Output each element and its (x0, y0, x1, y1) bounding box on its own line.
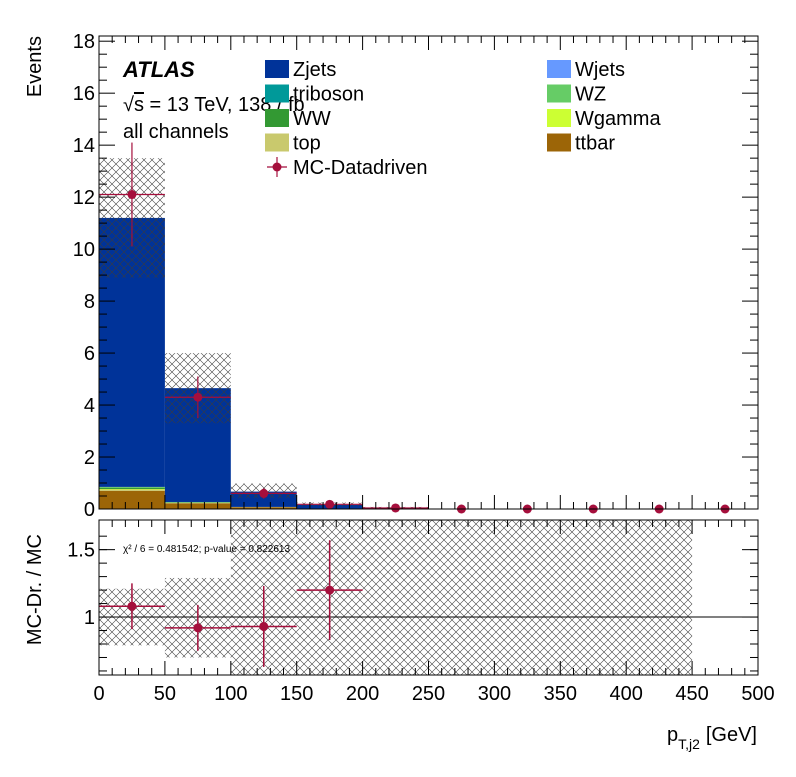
ratio-point-2 (259, 622, 268, 631)
xtick-label-0: 0 (93, 683, 104, 705)
data-point-2 (259, 489, 268, 498)
legend-label-top: top (293, 133, 321, 155)
energy-sqrt-text: s (134, 94, 144, 116)
ratio-band-bin-4 (363, 520, 429, 675)
main-ytick-label-0: 0 (84, 499, 95, 521)
bar-ttbar-bin-1 (165, 503, 231, 509)
legend-label-wgamma: Wgamma (575, 108, 661, 130)
xtick-label-300: 300 (478, 683, 511, 705)
legend-label-zjets: Zjets (293, 59, 336, 81)
main-ytick-label-16: 16 (73, 83, 95, 105)
x-axis-title: pT,j2 [GeV] (667, 724, 757, 752)
x-axis-title-unit: [GeV] (706, 724, 757, 746)
legend-swatch-zjets (265, 60, 289, 78)
data-point-4 (391, 503, 400, 512)
xtick-label-350: 350 (544, 683, 577, 705)
legend-swatch-wgamma (547, 109, 571, 127)
xtick-label-450: 450 (675, 683, 708, 705)
main-ytick-label-8: 8 (84, 291, 95, 313)
legend-label-ttbar: ttbar (575, 133, 615, 155)
main-ytick-label-2: 2 (84, 447, 95, 469)
channel-label: all channels (123, 121, 229, 143)
data-point-3 (325, 500, 334, 509)
xtick-label-150: 150 (280, 683, 313, 705)
legend-label-wjets: Wjets (575, 59, 625, 81)
xtick-label-500: 500 (741, 683, 774, 705)
data-point-0 (127, 190, 136, 199)
ratio-band-bin-6 (494, 520, 560, 675)
ratio-point-0 (127, 602, 136, 611)
xtick-label-250: 250 (412, 683, 445, 705)
bar-ww-bin-0 (99, 488, 165, 489)
legend-swatch-triboson (265, 85, 289, 103)
legend-swatch-ww (265, 109, 289, 127)
ratio-ytick-label-0: 1 (84, 607, 95, 629)
legend-marker-mc-datadriven (273, 163, 282, 172)
xtick-label-100: 100 (214, 683, 247, 705)
xtick-label-50: 50 (154, 683, 176, 705)
legend-swatch-wjets (547, 60, 571, 78)
x-axis-title-main: p (667, 724, 678, 746)
x-axis-title-sub: T,j2 (678, 736, 700, 752)
main-ytick-label-4: 4 (84, 395, 95, 417)
xtick-label-200: 200 (346, 683, 379, 705)
atlas-label: ATLAS (122, 57, 195, 82)
main-ytick-label-6: 6 (84, 343, 95, 365)
legend-label-mc-datadriven: MC-Datadriven (293, 157, 427, 179)
bar-top-bin-0 (99, 490, 165, 491)
main-ytick-label-18: 18 (73, 31, 95, 53)
main-ytick-label-12: 12 (73, 187, 95, 209)
ratio-ytick-label-1: 1.5 (67, 540, 95, 562)
chi2-text: χ² / 6 = 0.481542; p-value = 0.822613 (123, 544, 290, 555)
bar-ttbar-bin-0 (99, 491, 165, 509)
ratio-band-bin-5 (429, 520, 495, 675)
legend-label-ww: WW (293, 108, 331, 130)
bar-wgamma-bin-0 (99, 489, 165, 490)
ratio-band-bin-7 (560, 520, 626, 675)
ratio-band-bin-8 (626, 520, 692, 675)
y-axis-title-ratio: MC-Dr. / MC (24, 534, 46, 645)
legend-swatch-wz (547, 85, 571, 103)
bar-ww-bin-1 (165, 502, 231, 503)
legend-label-wz: WZ (575, 84, 606, 106)
bar-top-bin-1 (165, 503, 231, 504)
ratio-point-3 (325, 586, 334, 595)
legend-swatch-top (265, 134, 289, 152)
sqrt-symbol: √ (123, 94, 134, 116)
legend-label-triboson: triboson (293, 84, 364, 106)
y-axis-title-main: Events (24, 36, 46, 97)
xtick-label-400: 400 (610, 683, 643, 705)
main-ytick-label-10: 10 (73, 239, 95, 261)
bar-wz-bin-0 (99, 487, 165, 488)
main-ytick-label-14: 14 (73, 135, 95, 157)
legend-swatch-ttbar (547, 134, 571, 152)
ratio-point-1 (193, 623, 202, 632)
data-point-1 (193, 393, 202, 402)
